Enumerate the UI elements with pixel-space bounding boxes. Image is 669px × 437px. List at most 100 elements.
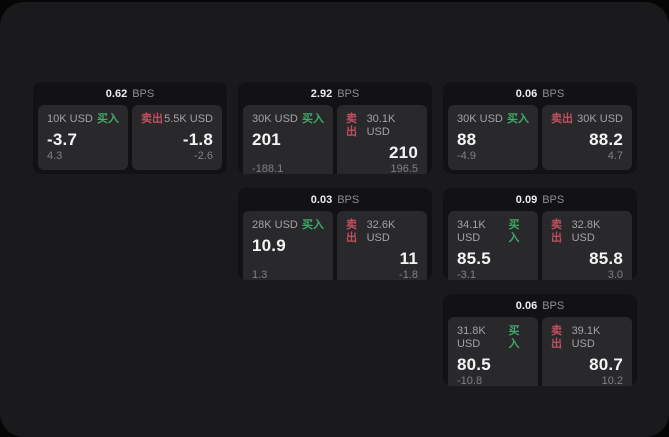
sell-side-label: 卖出 [551,113,573,125]
sell-price: 85.8 [589,249,623,268]
bps-unit-label: BPS [542,299,565,312]
card-header: 0.06 BPS [443,82,637,105]
cards-grid: 0.62 BPS 10K USD 买入 -3.7 4.3 卖出 5.5K USD… [33,82,637,386]
buy-side-label: 买入 [508,219,520,244]
sell-delta: 196.5 [390,163,418,174]
buy-price: -3.7 [47,130,78,149]
buy-pane-top: 28K USD 买入 [252,219,324,232]
sell-pane[interactable]: 卖出 39.1K USD 80.7 10.2 [542,317,632,386]
sell-price: 11 [399,249,418,268]
sell-price: -1.8 [182,130,213,149]
card-body: 28K USD 买入 10.9 1.3 卖出 32.6K USD 11 -1.8 [238,211,432,280]
sell-pane-top: 卖出 39.1K USD [551,325,623,351]
sell-pane-top: 卖出 30K USD [551,113,623,126]
card-body: 34.1K USD 买入 85.5 -3.1 卖出 32.8K USD 85.8… [443,211,637,280]
buy-pane-top: 31.8K USD 买入 [457,325,529,351]
buy-amount: 10K USD [47,113,93,125]
card-header: 0.62 BPS [33,82,227,105]
sell-delta: 4.7 [607,150,623,162]
buy-amount: 34.1K USD [457,219,486,244]
sell-pane[interactable]: 卖出 32.8K USD 85.8 3.0 [542,211,632,280]
card-header: 2.92 BPS [238,82,432,105]
sell-amount: 5.5K USD [164,113,213,125]
sell-pane-top: 卖出 32.6K USD [346,219,418,245]
buy-pane-top: 30K USD 买入 [457,113,529,126]
buy-price: 80.5 [457,355,491,374]
sell-pane[interactable]: 卖出 30K USD 88.2 4.7 [542,105,632,170]
bps-unit-label: BPS [542,193,565,206]
buy-delta: -10.8 [457,375,483,386]
bps-value: 0.06 [515,87,538,100]
buy-amount: 31.8K USD [457,325,486,350]
buy-pane[interactable]: 34.1K USD 买入 85.5 -3.1 [448,211,538,280]
bps-unit-label: BPS [337,193,360,206]
sell-amount: 32.8K USD [571,219,601,244]
card-body: 30K USD 买入 201 -188.1 卖出 30.1K USD 210 1… [238,105,432,174]
buy-pane-top: 30K USD 买入 [252,113,324,126]
buy-pane[interactable]: 31.8K USD 买入 80.5 -10.8 [448,317,538,386]
quote-card[interactable]: 0.62 BPS 10K USD 买入 -3.7 4.3 卖出 5.5K USD… [33,82,227,174]
sell-side-label: 卖出 [551,219,562,244]
sell-pane[interactable]: 卖出 30.1K USD 210 196.5 [337,105,427,174]
card-body: 30K USD 买入 88 -4.9 卖出 30K USD 88.2 4.7 [443,105,637,174]
buy-price: 201 [252,130,281,149]
bps-value: 2.92 [310,87,333,100]
quote-card[interactable]: 0.03 BPS 28K USD 买入 10.9 1.3 卖出 32.6K US… [238,188,432,280]
sell-amount: 30.1K USD [366,113,396,138]
sell-side-label: 卖出 [346,113,357,138]
buy-delta: 1.3 [252,269,268,280]
quote-card[interactable]: 2.92 BPS 30K USD 买入 201 -188.1 卖出 30.1K … [238,82,432,174]
buy-delta: -4.9 [457,150,476,162]
quote-card[interactable]: 0.06 BPS 31.8K USD 买入 80.5 -10.8 卖出 39.1… [443,294,637,386]
card-header: 0.09 BPS [443,188,637,211]
buy-amount: 30K USD [457,113,503,125]
bps-unit-label: BPS [542,87,565,100]
quote-card[interactable]: 0.06 BPS 30K USD 买入 88 -4.9 卖出 30K USD 8… [443,82,637,174]
bps-value: 0.06 [515,299,538,312]
sell-amount: 32.6K USD [366,219,396,244]
buy-price: 88 [457,130,477,149]
buy-side-label: 买入 [302,219,324,231]
buy-pane-top: 34.1K USD 买入 [457,219,529,245]
sell-delta: -2.6 [194,150,213,162]
card-body: 10K USD 买入 -3.7 4.3 卖出 5.5K USD -1.8 -2.… [33,105,227,174]
sell-price: 80.7 [589,355,623,374]
sell-side-label: 卖出 [141,113,163,125]
buy-delta: 4.3 [47,150,63,162]
card-header: 0.03 BPS [238,188,432,211]
buy-side-label: 买入 [97,113,119,125]
buy-pane[interactable]: 10K USD 买入 -3.7 4.3 [38,105,128,170]
card-body: 31.8K USD 买入 80.5 -10.8 卖出 39.1K USD 80.… [443,317,637,386]
buy-delta: -188.1 [252,163,284,174]
buy-side-label: 买入 [302,113,324,125]
sell-side-label: 卖出 [346,219,357,244]
bps-unit-label: BPS [337,87,360,100]
sell-side-label: 卖出 [551,325,562,350]
buy-pane[interactable]: 30K USD 买入 88 -4.9 [448,105,538,170]
bps-value: 0.62 [105,87,128,100]
buy-price: 10.9 [252,236,286,255]
buy-pane[interactable]: 28K USD 买入 10.9 1.3 [243,211,333,280]
sell-amount: 30K USD [577,113,623,125]
buy-pane[interactable]: 30K USD 买入 201 -188.1 [243,105,333,174]
sell-price: 210 [389,143,418,162]
buy-amount: 30K USD [252,113,298,125]
sell-delta: 3.0 [607,269,623,280]
sell-price: 88.2 [589,130,623,149]
quote-card[interactable]: 0.09 BPS 34.1K USD 买入 85.5 -3.1 卖出 32.8K… [443,188,637,280]
bps-unit-label: BPS [132,87,155,100]
sell-pane[interactable]: 卖出 5.5K USD -1.8 -2.6 [132,105,222,170]
bps-value: 0.09 [515,193,538,206]
sell-delta: -1.8 [399,269,418,280]
buy-side-label: 买入 [507,113,529,125]
buy-delta: -3.1 [457,269,476,280]
sell-pane-top: 卖出 5.5K USD [141,113,213,126]
sell-pane-top: 卖出 32.8K USD [551,219,623,245]
sell-pane[interactable]: 卖出 32.6K USD 11 -1.8 [337,211,427,280]
buy-side-label: 买入 [508,325,520,350]
bps-value: 0.03 [310,193,333,206]
buy-amount: 28K USD [252,219,298,231]
buy-price: 85.5 [457,249,491,268]
sell-pane-top: 卖出 30.1K USD [346,113,418,139]
